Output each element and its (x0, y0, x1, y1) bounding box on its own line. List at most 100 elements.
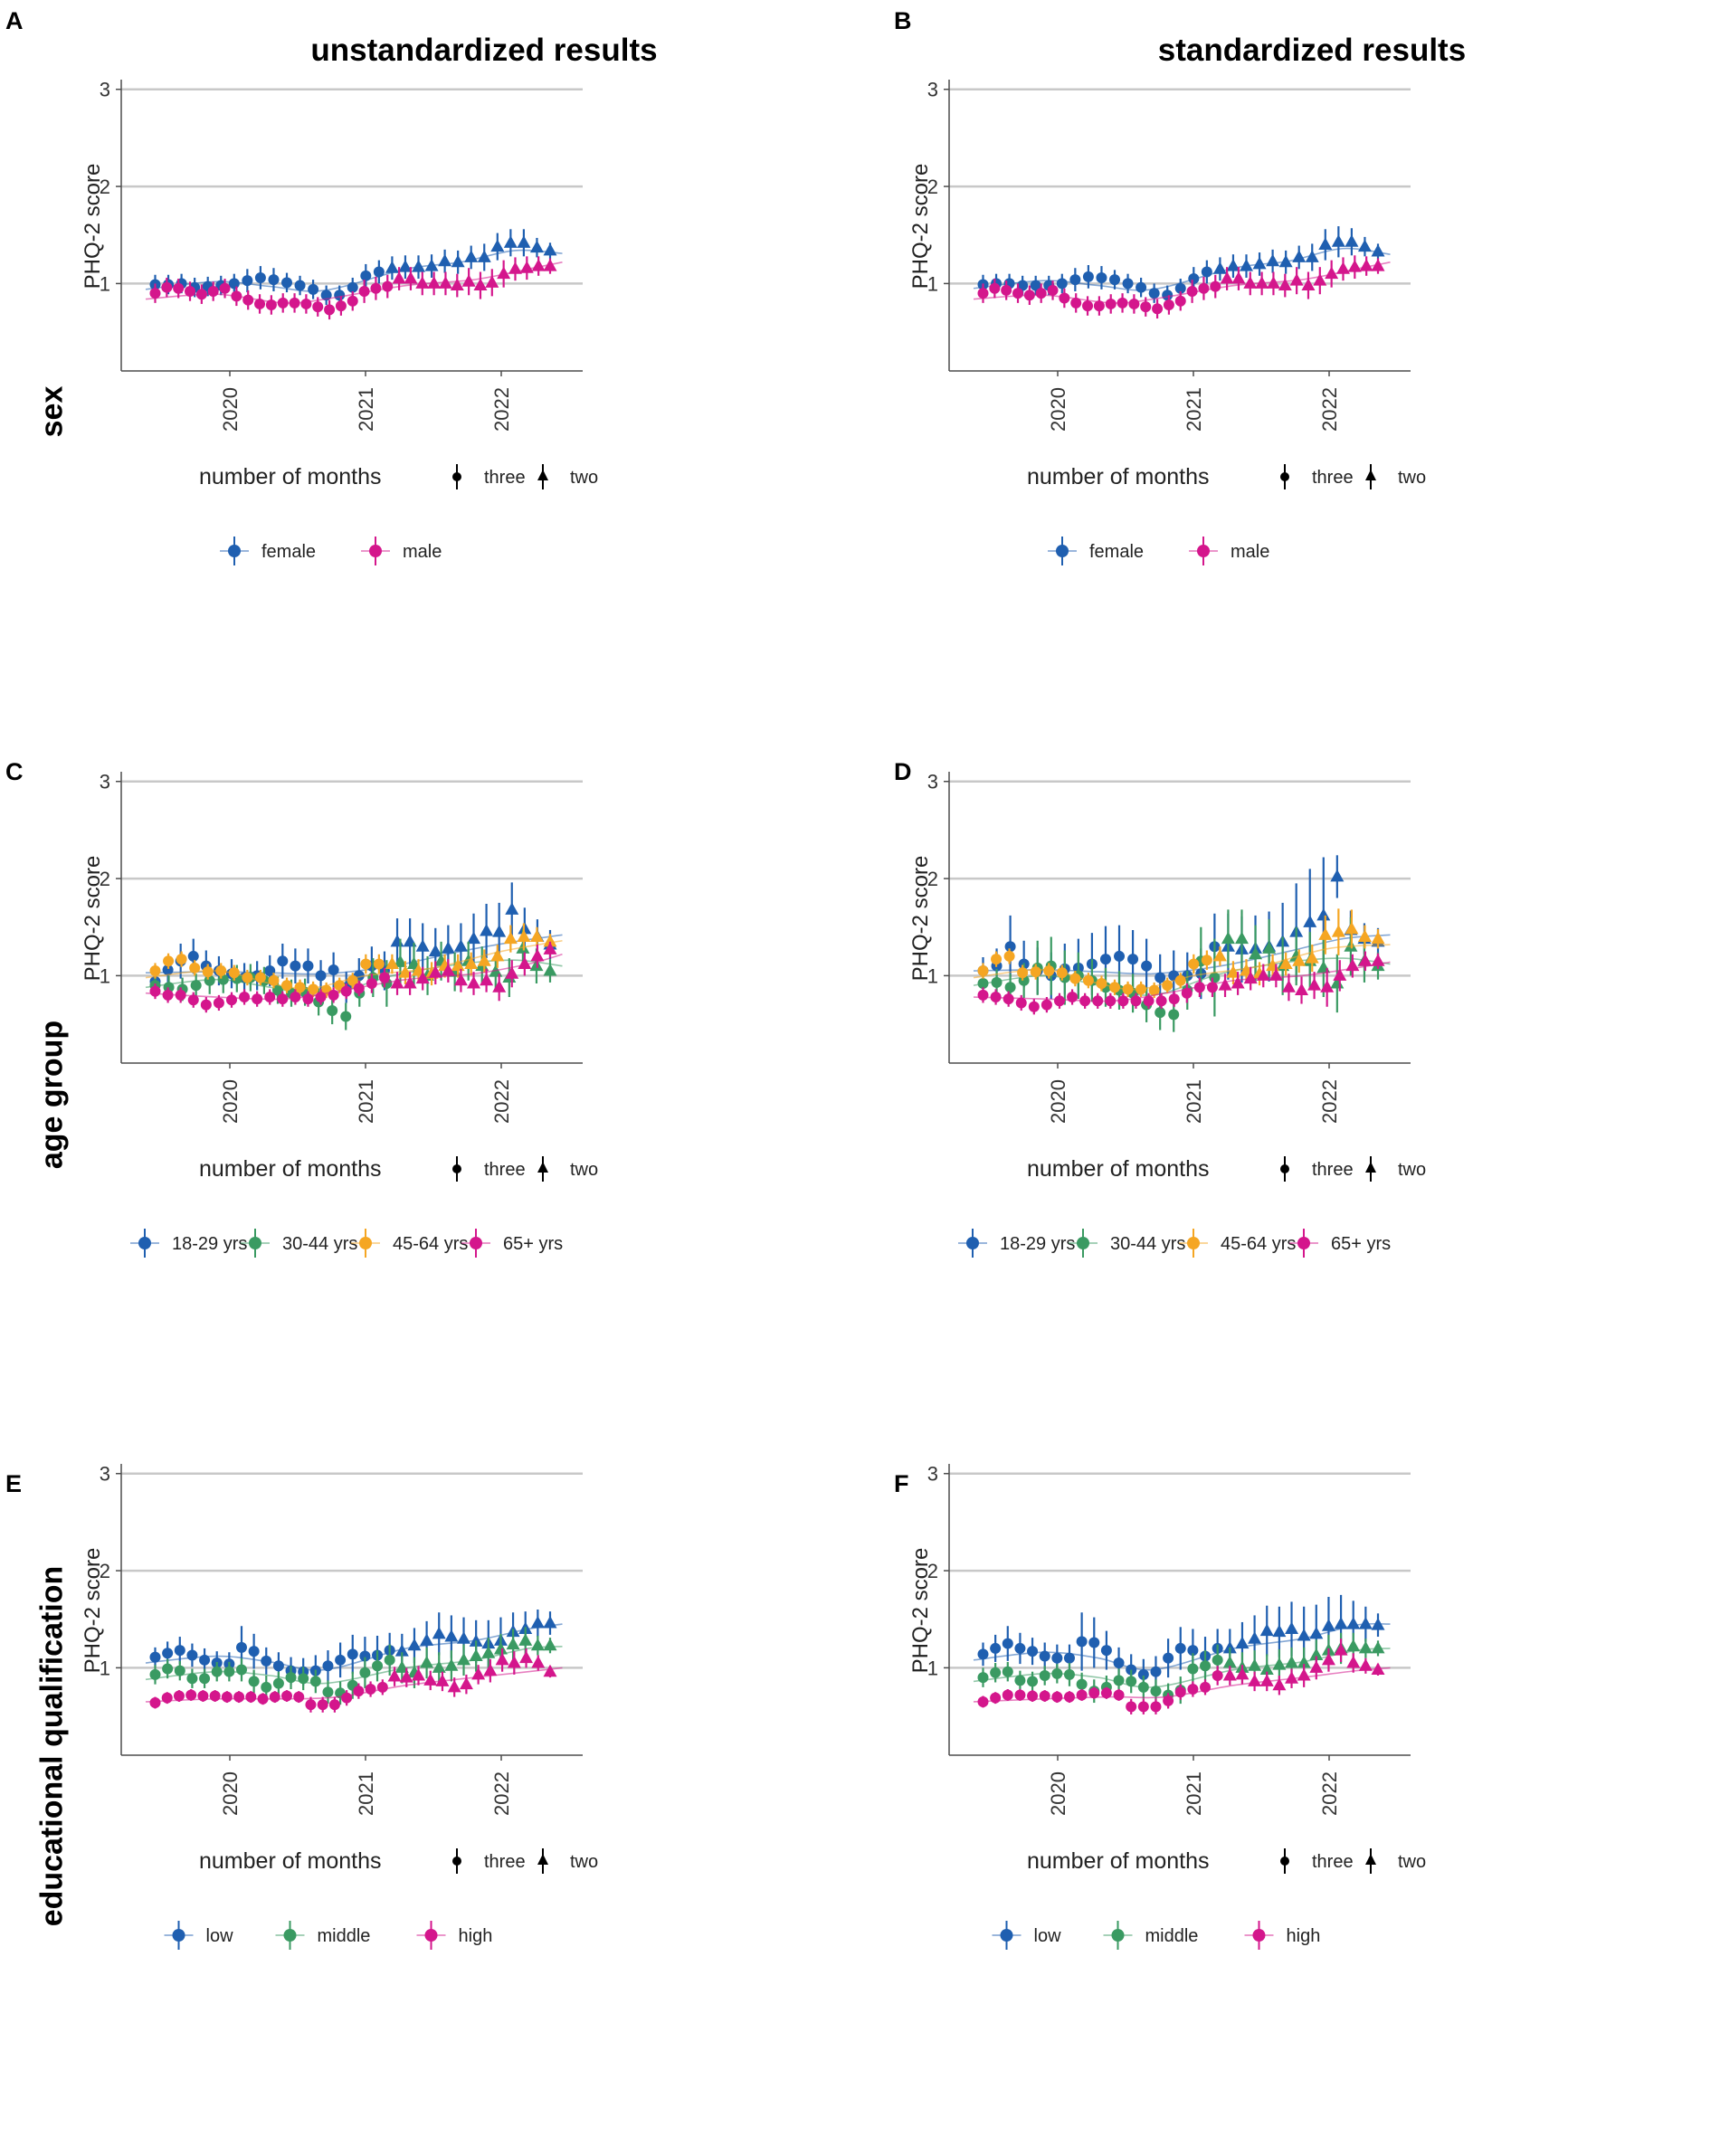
data-point-three-months (174, 1665, 185, 1676)
data-point-two-months (1235, 1636, 1250, 1649)
series-65-yrs (973, 951, 1391, 1015)
data-point-two-months (399, 1670, 413, 1683)
legend-key-low (1000, 1929, 1013, 1942)
shape-legend: number of months three two (1027, 464, 1426, 489)
data-point-three-months (1137, 1668, 1149, 1680)
data-point-three-months (199, 1654, 211, 1666)
data-point-three-months (1051, 1691, 1063, 1703)
data-point-three-months (315, 970, 327, 982)
data-point-two-months (1345, 921, 1359, 935)
data-point-two-months (477, 250, 491, 262)
data-point-two-months (473, 278, 488, 291)
x-tick-label-2021: 2021 (355, 1079, 377, 1124)
data-point-three-months (209, 1690, 221, 1702)
data-point-two-months (451, 958, 465, 972)
data-point-three-months (1027, 1676, 1039, 1687)
data-point-two-months (1221, 931, 1235, 945)
data-point-three-months (211, 1666, 223, 1677)
legend-label-two: two (570, 1160, 598, 1180)
data-point-three-months (1053, 995, 1065, 1007)
data-point-two-months (503, 235, 518, 248)
data-point-two-months (1226, 965, 1240, 978)
legend-key-three-icon (452, 472, 461, 481)
data-point-two-months (1222, 1656, 1237, 1668)
data-point-two-months (398, 260, 413, 272)
data-point-three-months (977, 989, 989, 1001)
data-point-two-months (1272, 1657, 1287, 1670)
data-point-two-months (1358, 1640, 1373, 1654)
data-point-three-months (1187, 1645, 1199, 1657)
legend-key-two-icon (537, 1162, 548, 1173)
y-tick-label-2: 2 (927, 1560, 938, 1582)
data-point-three-months (277, 955, 289, 967)
data-point-two-months (493, 1642, 508, 1655)
data-point-three-months (1063, 1691, 1075, 1703)
data-point-two-months (1358, 954, 1373, 966)
shape-legend: number of months three two (1027, 1156, 1426, 1182)
data-point-two-months (441, 941, 455, 954)
data-point-three-months (1004, 982, 1016, 993)
color-legend: 18-29 yrs 30-44 yrs 45-64 yrs 65+ yrs (130, 1229, 563, 1258)
data-point-three-months (1187, 1663, 1199, 1675)
data-point-three-months (187, 950, 199, 962)
data-point-two-months (529, 929, 544, 942)
data-point-two-months (467, 975, 481, 989)
legend-label-female: female (261, 542, 316, 562)
series-high (145, 1648, 563, 1713)
data-point-three-months (328, 989, 339, 1001)
data-point-three-months (1136, 983, 1147, 995)
data-point-two-months (1303, 915, 1317, 927)
data-point-three-months (384, 1654, 395, 1666)
data-point-three-months (1076, 1689, 1088, 1701)
data-point-three-months (1039, 1669, 1050, 1681)
data-point-three-months (213, 997, 224, 1009)
data-point-three-months (1152, 303, 1164, 315)
data-point-three-months (1174, 974, 1186, 986)
legend-key-low (172, 1929, 185, 1942)
data-point-three-months (200, 999, 212, 1011)
data-point-three-months (1067, 992, 1079, 1003)
data-point-three-months (264, 992, 276, 1003)
data-point-two-months (1259, 1662, 1274, 1676)
legend-key-45-64-yrs (359, 1237, 372, 1249)
data-point-three-months (990, 1692, 1002, 1704)
data-point-three-months (305, 1699, 317, 1711)
data-point-three-months (1174, 282, 1186, 294)
data-point-two-months (1222, 1667, 1237, 1681)
data-point-two-months (1346, 1617, 1361, 1629)
data-point-three-months (1023, 290, 1035, 301)
data-point-three-months (207, 285, 219, 297)
data-point-two-months (453, 939, 468, 952)
data-point-three-months (347, 281, 358, 293)
data-point-three-months (322, 1660, 334, 1672)
data-point-two-months (508, 261, 522, 274)
data-point-two-months (415, 276, 430, 289)
data-point-two-months (1285, 1656, 1299, 1668)
data-point-two-months (444, 1658, 459, 1671)
legend-label-male: male (1231, 542, 1269, 562)
data-point-three-months (162, 989, 174, 1001)
data-point-three-months (281, 277, 292, 289)
data-point-three-months (219, 282, 231, 294)
y-tick-label-1: 1 (100, 964, 110, 987)
color-legend: low middle high (164, 1921, 492, 1950)
data-point-three-months (294, 280, 306, 291)
data-point-two-months (480, 924, 494, 936)
data-point-three-months (231, 290, 242, 302)
legend-key-18-29-yrs (966, 1237, 979, 1249)
data-point-three-months (1148, 288, 1160, 299)
data-point-three-months (1127, 954, 1139, 965)
data-point-three-months (1113, 1689, 1125, 1701)
data-point-two-months (1334, 1643, 1348, 1656)
data-point-three-months (202, 966, 214, 978)
data-point-two-months (459, 1676, 473, 1690)
y-tick-label-3: 3 (927, 1463, 938, 1486)
data-point-two-months (1305, 951, 1319, 964)
data-point-two-months (435, 1674, 450, 1686)
data-point-two-months (415, 971, 430, 984)
data-point-three-months (264, 965, 276, 977)
data-point-three-months (1212, 1669, 1223, 1681)
legend-label-low: low (206, 1926, 234, 1946)
